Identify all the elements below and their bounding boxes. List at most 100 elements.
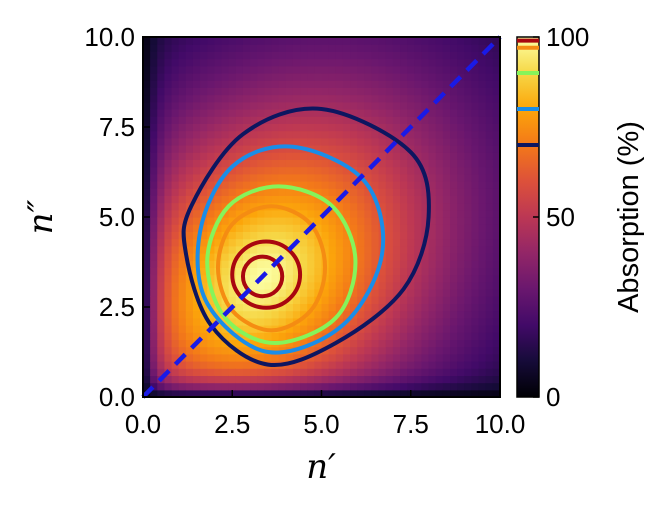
heatmap-cell <box>157 361 166 369</box>
heatmap-cell <box>328 310 337 319</box>
heatmap-cell <box>364 137 373 146</box>
heatmap-cell <box>143 137 151 146</box>
heatmap-cell <box>378 310 387 319</box>
heatmap-cell <box>235 224 244 232</box>
heatmap-cell <box>185 245 194 254</box>
heatmap-cell <box>421 116 430 124</box>
heatmap-cell <box>492 231 500 240</box>
heatmap-cell <box>464 209 473 218</box>
heatmap-cell <box>292 116 301 124</box>
heatmap-cell <box>371 332 380 340</box>
heatmap-cell <box>178 109 187 117</box>
heatmap-cell <box>200 346 208 355</box>
heatmap-cell <box>378 58 387 67</box>
heatmap-cell <box>250 202 258 211</box>
heatmap-cell <box>285 116 294 124</box>
heatmap-cell <box>335 368 344 376</box>
heatmap-cell <box>471 325 480 333</box>
heatmap-cell <box>171 94 180 103</box>
heatmap-cell <box>185 101 194 110</box>
heatmap-cell <box>478 58 487 67</box>
heatmap-cell <box>185 389 194 397</box>
heatmap-cell <box>428 325 437 333</box>
heatmap-cell <box>321 382 330 391</box>
heatmap-cell <box>492 202 500 211</box>
heatmap-cell <box>400 361 408 369</box>
heatmap-cell <box>171 289 180 297</box>
heatmap-cell <box>164 303 173 312</box>
heatmap-cell <box>192 217 201 225</box>
heatmap-cell <box>143 173 151 182</box>
heatmap-cell <box>478 94 487 103</box>
heatmap-cell <box>285 173 294 182</box>
heatmap-cell <box>264 231 273 240</box>
heatmap-cell <box>350 109 358 117</box>
heatmap-cell <box>242 303 251 312</box>
heatmap-cell <box>428 58 437 67</box>
heatmap-cell <box>378 195 387 204</box>
heatmap-cell <box>264 123 273 132</box>
heatmap-cell <box>335 238 344 247</box>
heatmap-cell <box>185 188 194 196</box>
heatmap-cell <box>171 382 180 391</box>
heatmap-cell <box>421 58 430 67</box>
heatmap-cell <box>428 51 437 60</box>
heatmap-cell <box>150 303 158 312</box>
heatmap-cell <box>214 339 223 348</box>
heatmap-cell <box>435 58 444 67</box>
heatmap-cell <box>364 123 373 132</box>
heatmap-cell <box>414 202 423 211</box>
heatmap-cell <box>442 260 451 268</box>
heatmap-cell <box>143 361 151 369</box>
heatmap-cell <box>264 181 273 189</box>
heatmap-cell <box>364 238 373 247</box>
heatmap-cell <box>171 353 180 362</box>
heatmap-cell <box>485 51 494 60</box>
heatmap-cell <box>214 238 223 247</box>
heatmap-cell <box>207 80 215 88</box>
heatmap-cell <box>178 274 187 283</box>
heatmap-cell <box>250 44 258 52</box>
heatmap-cell <box>143 80 151 88</box>
heatmap-cell <box>485 296 494 304</box>
heatmap-cell <box>371 281 380 290</box>
heatmap-cell <box>371 224 380 232</box>
heatmap-cell <box>257 65 265 74</box>
heatmap-cell <box>157 116 166 124</box>
heatmap-cell <box>414 274 423 283</box>
heatmap-cell <box>143 353 151 362</box>
heatmap-cell <box>457 130 465 139</box>
heatmap-cell <box>364 130 373 139</box>
heatmap-cell <box>235 361 244 369</box>
heatmap-cell <box>257 80 265 88</box>
heatmap-cell <box>292 296 301 304</box>
heatmap-cell <box>478 217 487 225</box>
heatmap-cell <box>235 94 244 103</box>
heatmap-cell <box>207 159 215 168</box>
heatmap-cell <box>192 325 201 333</box>
heatmap-cell <box>328 296 337 304</box>
heatmap-cell <box>328 73 337 81</box>
heatmap-cell <box>485 245 494 254</box>
heatmap-cell <box>328 231 337 240</box>
heatmap-cell <box>357 188 365 196</box>
heatmap-cell <box>228 289 237 297</box>
contour-line-90 <box>205 184 358 346</box>
heatmap-cell <box>471 202 480 211</box>
heatmap-cell <box>371 389 380 397</box>
heatmap-cell <box>435 188 444 196</box>
heatmap-cell <box>378 303 387 312</box>
heatmap-cell <box>421 296 430 304</box>
heatmap-cell <box>185 109 194 117</box>
heatmap-cell <box>207 368 215 376</box>
heatmap-cell <box>335 375 344 384</box>
heatmap-cell <box>350 317 358 326</box>
heatmap-cell <box>435 346 444 355</box>
heatmap-cell <box>271 101 280 110</box>
heatmap-cell <box>335 389 344 397</box>
heatmap-cell <box>407 253 415 261</box>
heatmap-cell <box>185 152 194 160</box>
heatmap-cell <box>364 281 373 290</box>
heatmap-cell <box>414 217 423 225</box>
heatmap-cell <box>471 65 480 74</box>
